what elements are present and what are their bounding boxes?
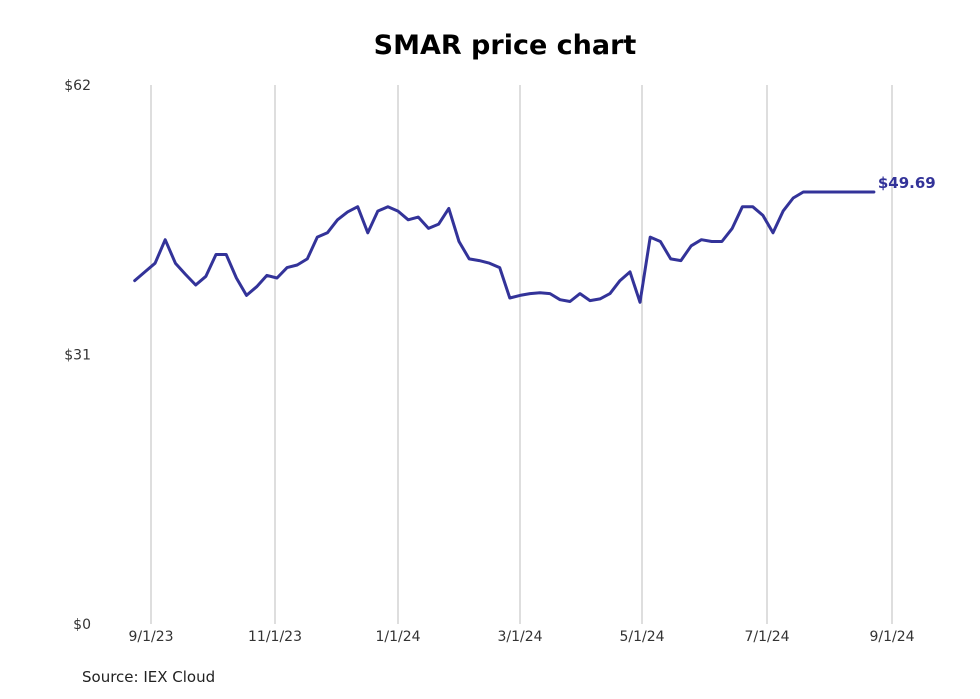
y-axis: $0 $31 $62 — [64, 78, 91, 633]
x-tick-label: 9/1/24 — [869, 629, 914, 645]
x-tick-label: 7/1/24 — [744, 629, 789, 645]
source-note: Source: IEX Cloud — [82, 668, 216, 686]
price-line — [133, 190, 876, 304]
x-tick-label: 1/1/24 — [375, 629, 420, 645]
x-tick-label: 9/1/23 — [128, 629, 173, 645]
x-tick-label: 5/1/24 — [619, 629, 664, 645]
y-tick-label: $0 — [73, 617, 91, 633]
x-axis: 9/1/23 11/1/23 1/1/24 3/1/24 5/1/24 7/1/24 9/1… — [128, 629, 914, 645]
y-tick-label: $62 — [64, 78, 91, 94]
chart-title: SMAR price chart — [373, 30, 637, 61]
x-tick-label: 11/1/23 — [248, 629, 302, 645]
grid-lines — [150, 85, 893, 624]
last-price-label: $49.69 — [878, 174, 936, 192]
x-tick-label: 3/1/24 — [497, 629, 542, 645]
y-tick-label: $31 — [64, 348, 91, 364]
